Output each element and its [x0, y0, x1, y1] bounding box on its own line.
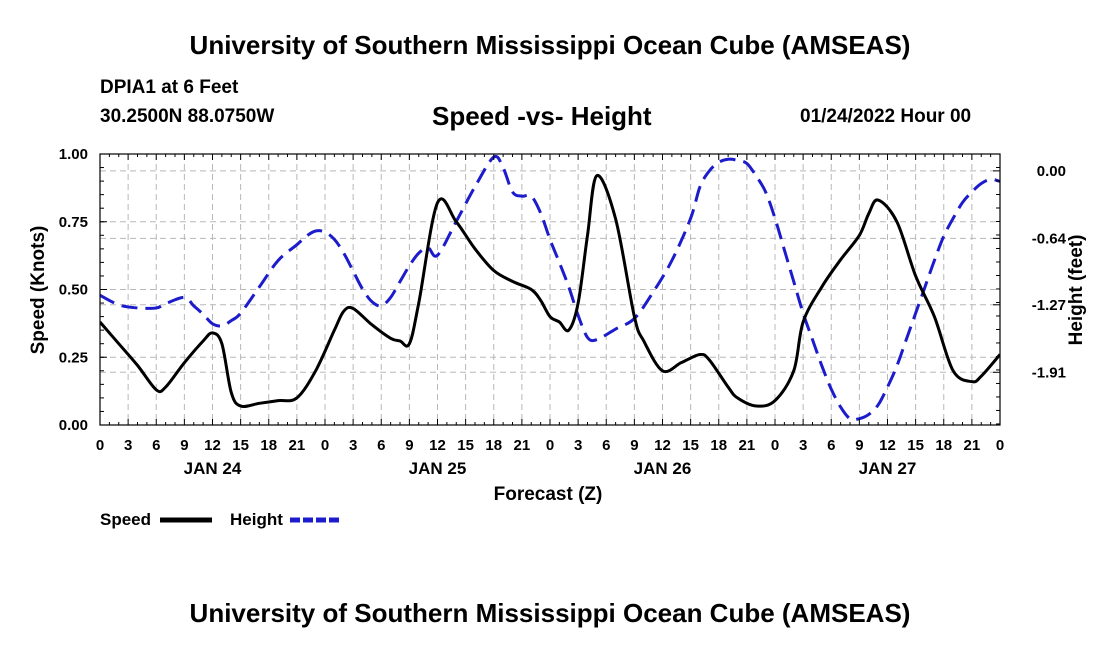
y2-tick-label: -1.91	[1032, 364, 1066, 381]
day-label: JAN 25	[409, 459, 467, 478]
x-tick-label: 3	[574, 437, 582, 454]
y-tick-label: 0.00	[59, 417, 88, 434]
x-tick-label: 6	[152, 437, 160, 454]
x-tick-label: 12	[654, 437, 671, 454]
x-tick-label: 21	[289, 437, 306, 454]
legend-label-speed: Speed	[100, 510, 151, 529]
x-tick-label: 21	[514, 437, 531, 454]
y-tick-label: 0.25	[59, 349, 88, 366]
x-tick-label: 9	[405, 437, 413, 454]
y-axis-label: Speed (Knots)	[28, 226, 49, 355]
legend-label-height: Height	[230, 510, 283, 529]
x-axis-label: Forecast (Z)	[494, 484, 603, 505]
x-tick-label: 9	[630, 437, 638, 454]
chart-axes: 0 3 6 9 12 15 18 21 0 3 6 9 12 15 18 21 0 3 6 9 12 15 18 21 0 3 6 9…	[28, 146, 1087, 505]
station-label: DPIA1 at 6 Feet	[100, 77, 239, 98]
x-tick-label: 15	[907, 437, 924, 454]
chart-series	[100, 154, 1000, 422]
next-chart-title: University of Southern Mississippi Ocean…	[189, 598, 911, 628]
x-tick-label: 18	[260, 437, 277, 454]
day-label: JAN 27	[859, 459, 917, 478]
chart-grid	[100, 154, 1000, 425]
y2-tick-label: -0.64	[1032, 230, 1067, 247]
chart-legend: Speed Height	[100, 510, 342, 529]
height-series-line	[100, 154, 1000, 422]
x-tick-label: 0	[321, 437, 329, 454]
x-tick-label: 15	[682, 437, 699, 454]
x-tick-label: 3	[124, 437, 132, 454]
x-tick-label: 18	[935, 437, 952, 454]
x-tick-label: 6	[377, 437, 385, 454]
x-tick-label: 21	[964, 437, 981, 454]
x-tick-label: 3	[799, 437, 807, 454]
x-tick-label: 12	[879, 437, 896, 454]
x-tick-label: 0	[96, 437, 104, 454]
x-tick-label: 0	[771, 437, 779, 454]
x-tick-label: 18	[710, 437, 727, 454]
x-tick-label: 0	[996, 437, 1004, 454]
chart-subtitle: Speed -vs- Height	[432, 101, 652, 131]
speed-series-line	[100, 174, 1000, 408]
x-tick-label: 12	[204, 437, 221, 454]
x-tick-label: 18	[485, 437, 502, 454]
x-tick-label: 9	[180, 437, 188, 454]
x-tick-label: 3	[349, 437, 357, 454]
day-label: JAN 24	[184, 459, 242, 478]
y2-tick-label: 0.00	[1037, 163, 1066, 180]
coordinates-label: 30.2500N 88.0750W	[100, 106, 275, 127]
y2-tick-label: -1.27	[1032, 297, 1066, 314]
forecast-date-label: 01/24/2022 Hour 00	[800, 106, 972, 127]
x-tick-label: 0	[546, 437, 554, 454]
y2-axis-label: Height (feet)	[1066, 235, 1087, 346]
x-tick-label: 9	[855, 437, 863, 454]
y-tick-label: 0.50	[59, 282, 88, 299]
x-tick-label: 6	[827, 437, 835, 454]
chart-title: University of Southern Mississippi Ocean…	[189, 30, 911, 60]
x-tick-label: 21	[739, 437, 756, 454]
x-tick-label: 15	[457, 437, 474, 454]
x-tick-label: 12	[429, 437, 446, 454]
x-tick-label: 6	[602, 437, 610, 454]
x-tick-label: 15	[232, 437, 249, 454]
y-tick-label: 0.75	[59, 214, 88, 231]
y-tick-label: 1.00	[59, 146, 88, 163]
day-label: JAN 26	[634, 459, 692, 478]
